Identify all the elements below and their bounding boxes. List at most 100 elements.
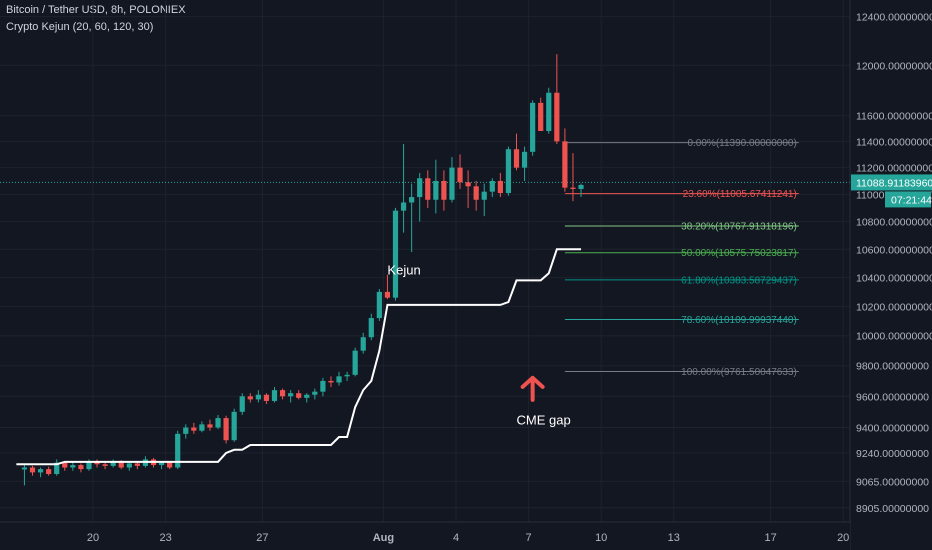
candle-body <box>223 418 229 441</box>
candle-body <box>368 318 374 338</box>
time-tick-label: 23 <box>159 532 171 544</box>
last-price-tag <box>851 174 932 191</box>
price-tick-label: 9240.00000000 <box>856 448 929 460</box>
candle-body <box>441 180 447 200</box>
countdown-tag <box>885 191 931 208</box>
price-tick-label: 9600.00000000 <box>856 391 929 403</box>
candle-body <box>110 461 116 466</box>
fib-level-label: 0.00%(11390.00000000) <box>687 138 796 149</box>
candle-body <box>425 178 431 200</box>
candle-body <box>546 92 552 132</box>
candle-body <box>29 467 36 473</box>
price-tick-label: 10000.00000000 <box>856 331 932 343</box>
price-tick-label: 10800.00000000 <box>856 217 932 229</box>
price-tick-label: 11400.00000000 <box>856 136 932 148</box>
last-price-value: 11088.91183960 <box>856 177 932 189</box>
time-tick-label: 27 <box>256 532 268 544</box>
price-tick-label: 10200.00000000 <box>856 301 932 313</box>
time-tick-label: Aug <box>373 532 394 544</box>
candle-body <box>409 197 415 203</box>
candle-body <box>489 180 495 192</box>
candle-body <box>481 191 487 200</box>
annotation-text: CME gap <box>517 412 571 427</box>
price-axis <box>850 0 932 550</box>
fib-level-label: 61.80%(10383.58729437) <box>681 275 797 286</box>
candle-body <box>417 178 423 198</box>
candle-body <box>231 411 237 441</box>
candle-body <box>70 465 76 468</box>
time-tick-label: 20 <box>837 532 849 544</box>
time-tick-label: 7 <box>526 532 532 544</box>
candle-body <box>183 427 189 434</box>
candle-body <box>247 396 253 400</box>
candle-body <box>578 184 584 189</box>
time-tick-label: 4 <box>453 532 459 544</box>
price-tick-label: 10400.00000000 <box>856 273 932 285</box>
candle-body <box>449 167 455 200</box>
price-tick-label: 8905.00000000 <box>856 503 929 515</box>
price-tick-label: 9400.00000000 <box>856 423 929 435</box>
candle-body <box>392 210 399 298</box>
indicator-title[interactable]: Crypto Kejun (20, 60, 120, 30) <box>6 21 154 33</box>
fib-level-label: 50.00%(10575.75023817) <box>681 248 797 259</box>
candle-body <box>384 291 391 298</box>
candle-body <box>521 151 528 168</box>
price-tick-label: 9065.00000000 <box>856 476 929 488</box>
candle-body <box>505 149 512 194</box>
time-axis <box>0 522 850 550</box>
candle-body <box>530 102 536 152</box>
candle-body <box>255 394 261 400</box>
candle-body <box>570 187 576 189</box>
candle-body <box>54 462 60 475</box>
candle-body <box>134 463 140 466</box>
candle-body <box>215 418 221 428</box>
candle-body <box>433 180 439 200</box>
candle-body <box>37 469 44 473</box>
candle-body <box>376 291 382 319</box>
price-tick-label: 9800.00000000 <box>856 361 929 373</box>
candle-body <box>497 180 503 194</box>
candle-body <box>328 380 334 383</box>
candle-body <box>118 461 124 468</box>
candle-body <box>21 467 28 470</box>
candle-body <box>312 391 318 395</box>
candle-body <box>344 374 350 377</box>
time-tick-label: 10 <box>595 532 607 544</box>
candle-body <box>562 141 568 188</box>
fib-level-label: 38.20%(10767.91318196) <box>681 221 797 232</box>
candle-body <box>126 463 132 468</box>
symbol-title[interactable]: Bitcoin / Tether USD, 8h, POLONIEX <box>6 4 186 16</box>
price-tick-label: 10600.00000000 <box>856 244 932 256</box>
candle-body <box>538 102 544 132</box>
candle-body <box>288 393 294 397</box>
time-tick-label: 17 <box>764 532 776 544</box>
candle-body <box>102 464 108 466</box>
price-tick-label: 11200.00000000 <box>856 163 932 175</box>
price-tick-label: 12000.00000000 <box>856 60 932 72</box>
annotation-text: Kejun <box>387 263 420 278</box>
candle-body <box>513 149 520 168</box>
candle-body <box>86 461 92 470</box>
candle-body <box>239 396 245 412</box>
price-tick-label: 11600.00000000 <box>856 111 932 123</box>
fib-level-label: 23.60%(11005.67411241) <box>683 189 797 200</box>
candle-body <box>158 462 165 466</box>
candle-body <box>320 380 326 392</box>
candle-body <box>400 202 407 211</box>
candle-body <box>457 167 463 183</box>
candle-body <box>336 376 342 383</box>
time-tick-label: 20 <box>87 532 99 544</box>
candle-body <box>78 465 84 470</box>
candle-body <box>465 182 471 187</box>
candle-body <box>199 424 205 431</box>
arrow-up-icon <box>520 375 545 402</box>
candle-body <box>271 390 278 401</box>
candle-body <box>352 350 358 375</box>
candle-body <box>360 337 366 351</box>
candle-body <box>207 424 213 428</box>
candle-body <box>46 469 52 475</box>
candle-body <box>473 186 479 200</box>
price-tick-label: 12400.00000000 <box>856 12 932 24</box>
candle-body <box>191 427 197 431</box>
